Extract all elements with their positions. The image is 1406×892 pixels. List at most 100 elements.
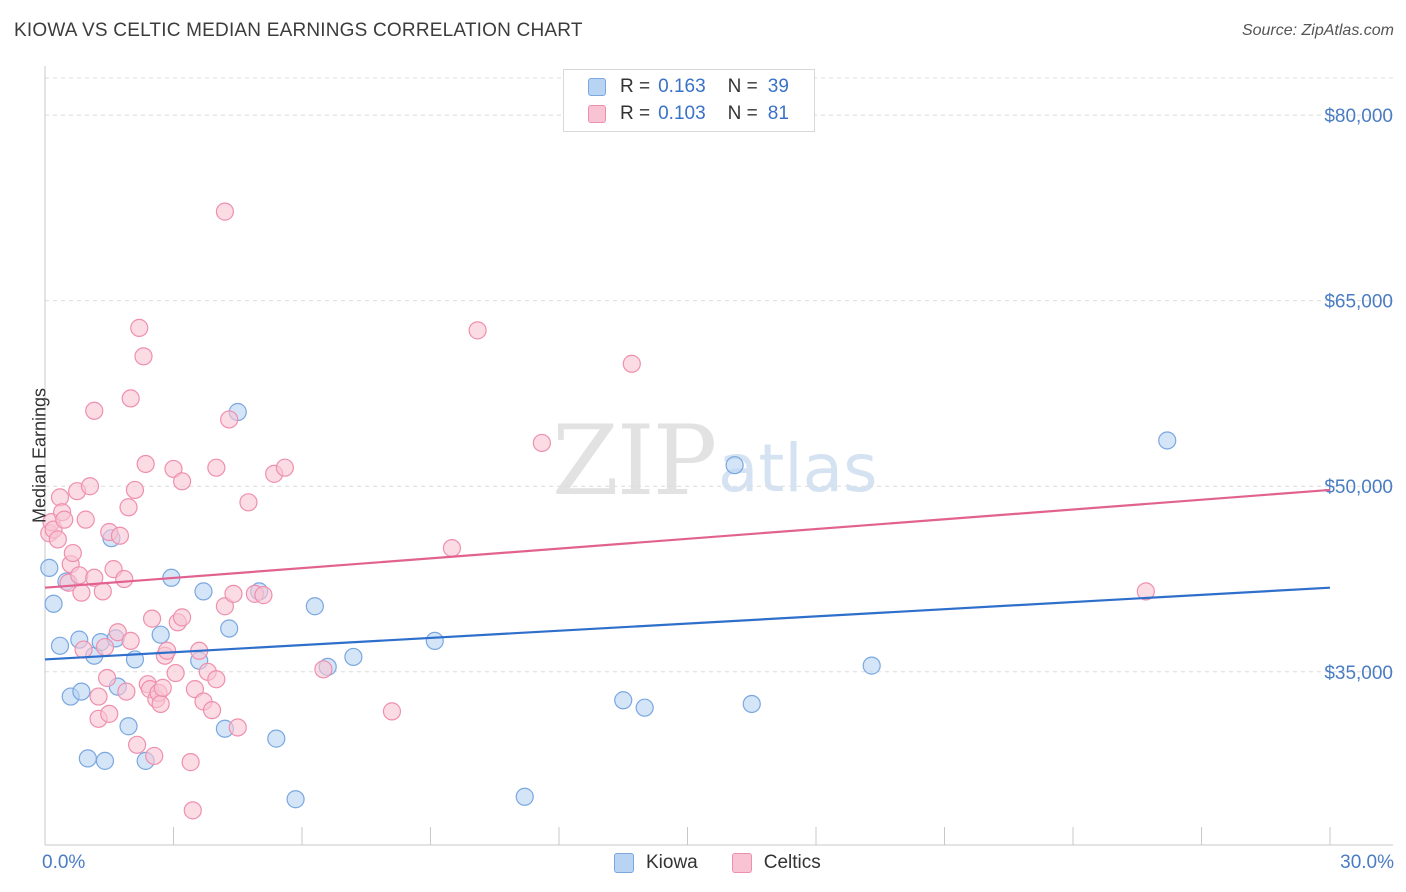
point-celtics (72, 583, 91, 602)
legend-row-celtics: R = 0.103 N = 81 (588, 102, 789, 126)
point-celtics (76, 510, 95, 529)
point-celtics (224, 584, 243, 603)
point-celtics (151, 694, 170, 714)
point-celtics (153, 678, 172, 697)
legend-celtics-n-value: 81 (767, 103, 789, 124)
point-kiowa (286, 790, 305, 809)
legend-kiowa-r-label: R = (620, 76, 651, 97)
point-kiowa (305, 597, 324, 616)
series-legend-celtics[interactable]: Celtics (731, 852, 821, 874)
point-kiowa (50, 636, 70, 655)
point-celtics (117, 682, 136, 701)
legend-kiowa-n-label: N = (727, 76, 758, 97)
point-celtics (468, 321, 487, 340)
point-celtics (50, 488, 70, 507)
point-celtics (157, 641, 177, 660)
point-celtics (228, 718, 247, 737)
point-celtics (275, 458, 294, 477)
legend-kiowa-n-value: 39 (767, 76, 789, 97)
y-tick-label: $35,000 (1324, 663, 1393, 684)
series-swatch-kiowa (614, 853, 634, 873)
point-celtics (74, 640, 93, 659)
point-celtics (202, 701, 222, 720)
point-celtics (119, 498, 138, 517)
point-celtics (1136, 582, 1155, 601)
point-celtics (48, 530, 67, 549)
point-celtics (164, 459, 183, 479)
y-tick-label: $80,000 (1324, 106, 1393, 127)
y-tick-label: $50,000 (1324, 477, 1393, 498)
point-celtics (254, 586, 273, 605)
point-celtics (215, 597, 234, 616)
point-celtics (63, 543, 82, 563)
point-celtics (532, 433, 551, 453)
legend-celtics-r-label: R = (620, 103, 651, 124)
legend-celtics-r-value: 0.103 (658, 103, 706, 124)
legend-row-kiowa: R = 0.163 N = 39 (588, 75, 789, 99)
legend-swatch-kiowa (588, 78, 606, 96)
point-celtics (442, 538, 462, 558)
point-kiowa (862, 656, 881, 675)
point-celtics (215, 202, 234, 221)
point-celtics (172, 608, 192, 627)
point-celtics (127, 735, 147, 754)
point-kiowa (515, 787, 534, 806)
point-celtics (166, 663, 185, 683)
point-celtics (314, 660, 333, 679)
point-kiowa (725, 456, 744, 475)
point-kiowa (194, 582, 213, 601)
point-celtics (121, 389, 140, 408)
point-celtics (121, 631, 140, 650)
point-celtics (172, 472, 192, 491)
point-kiowa (635, 698, 654, 717)
watermark-atlas: atlas (718, 430, 878, 507)
source-credit: Source: ZipAtlas.com (1241, 22, 1394, 39)
point-kiowa (72, 682, 91, 701)
series-swatch-celtics (731, 853, 752, 873)
point-celtics (382, 702, 402, 721)
point-celtics (207, 670, 226, 689)
point-kiowa (425, 631, 444, 650)
point-celtics (70, 566, 89, 585)
point-celtics (93, 582, 112, 601)
y-axis-label: Median Earnings (29, 387, 50, 524)
point-kiowa (220, 619, 239, 638)
point-celtics (207, 458, 226, 477)
point-celtics (100, 704, 119, 723)
point-celtics (98, 668, 117, 688)
point-kiowa (44, 594, 63, 613)
correlation-legend: R = 0.163 N = 39 R = 0.103 N = 81 (563, 69, 815, 132)
point-celtics (125, 480, 145, 500)
point-celtics (85, 401, 104, 420)
x-tick-label-min: 0.0% (42, 852, 86, 873)
series-legend: Kiowa Celtics (614, 852, 855, 874)
point-kiowa (344, 647, 363, 667)
point-kiowa (742, 694, 761, 714)
point-kiowa (267, 729, 286, 748)
legend-swatch-celtics (588, 105, 606, 123)
point-celtics (115, 569, 134, 589)
series-legend-kiowa[interactable]: Kiowa (614, 852, 698, 874)
point-celtics (134, 347, 153, 366)
point-celtics (220, 410, 239, 429)
point-celtics (185, 680, 205, 699)
point-celtics (110, 526, 130, 545)
point-celtics (183, 801, 202, 820)
trend-line-kiowa (44, 586, 1331, 661)
point-celtics (239, 493, 258, 512)
point-kiowa (119, 717, 138, 736)
x-tick-label-max: 30.0% (1340, 852, 1394, 873)
trend-line-celtics (44, 488, 1331, 589)
point-celtics (181, 753, 200, 772)
point-celtics (108, 623, 127, 642)
watermark-zip: ZIP (552, 405, 717, 517)
point-celtics (95, 637, 115, 657)
point-celtics (622, 354, 641, 373)
chart-title: KIOWA VS CELTIC MEDIAN EARNINGS CORRELAT… (14, 20, 583, 41)
point-celtics (85, 568, 104, 587)
point-kiowa (1158, 431, 1177, 450)
legend-kiowa-r-value: 0.163 (658, 76, 706, 97)
point-celtics (130, 318, 149, 337)
point-celtics (55, 510, 74, 529)
